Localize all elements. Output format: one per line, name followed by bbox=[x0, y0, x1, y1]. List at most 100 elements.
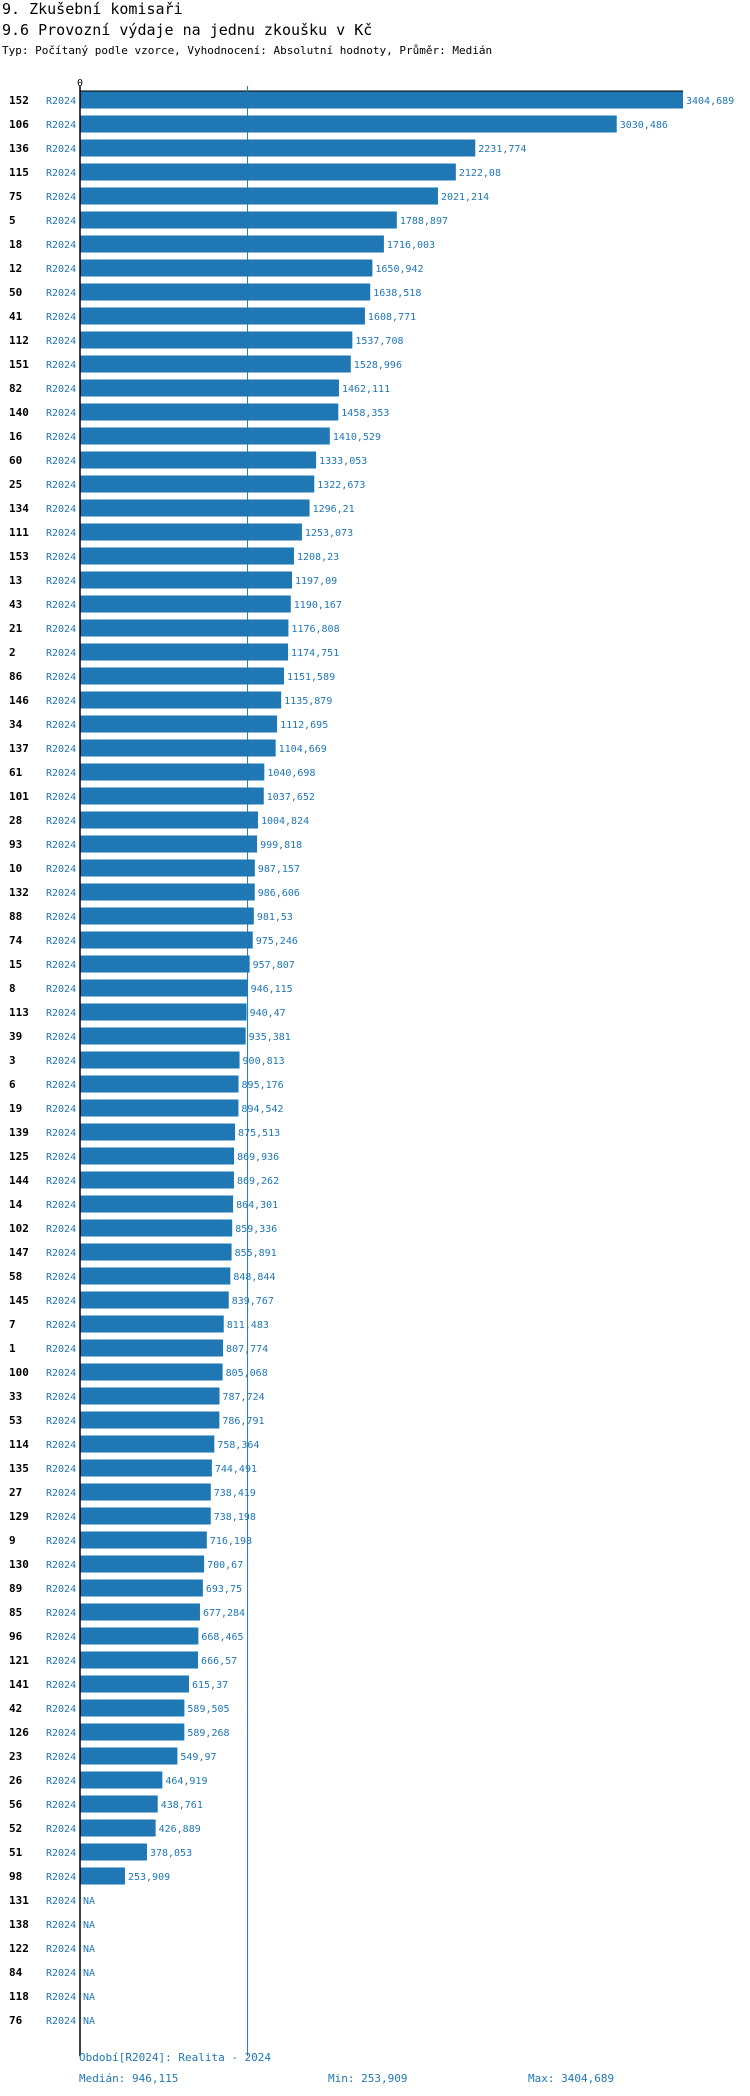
row-id-label: 112 bbox=[9, 334, 29, 347]
row-id-label: 139 bbox=[9, 1126, 29, 1139]
bar bbox=[80, 1315, 224, 1333]
row-period-label: R2024 bbox=[46, 744, 76, 755]
bar-value-label: 987,157 bbox=[258, 864, 300, 875]
row-id-label: 28 bbox=[9, 814, 22, 827]
footer-period: Období[R2024]: Realita - 2024 bbox=[79, 2051, 272, 2064]
bar-value-label: 693,75 bbox=[206, 1584, 242, 1595]
bar bbox=[80, 1267, 231, 1285]
row-period-label: R2024 bbox=[46, 1560, 76, 1571]
bar bbox=[80, 1387, 220, 1405]
bar-value-label: 2231,774 bbox=[478, 144, 526, 155]
bar bbox=[80, 1579, 203, 1597]
row-id-label: 132 bbox=[9, 886, 29, 899]
bar bbox=[80, 91, 683, 109]
bar bbox=[80, 619, 289, 637]
row-period-label: R2024 bbox=[46, 216, 76, 227]
row-period-label: R2024 bbox=[46, 1848, 76, 1859]
bar bbox=[80, 1099, 239, 1117]
bar-value-label: NA bbox=[83, 2016, 95, 2027]
bar bbox=[80, 1075, 239, 1093]
row-period-label: R2024 bbox=[46, 1416, 76, 1427]
bar-value-label: NA bbox=[83, 1920, 95, 1931]
row-period-label: R2024 bbox=[46, 288, 76, 299]
row-id-label: 138 bbox=[9, 1918, 29, 1931]
bar bbox=[80, 139, 476, 157]
bar-value-label: 787,724 bbox=[223, 1392, 265, 1403]
bar-value-label: 3404,689 bbox=[686, 96, 734, 107]
bar-value-label: 1788,897 bbox=[400, 216, 448, 227]
bar-value-label: 1716,003 bbox=[387, 240, 435, 251]
row-id-label: 122 bbox=[9, 1942, 29, 1955]
row-id-label: 89 bbox=[9, 1582, 22, 1595]
bar-value-label: 700,67 bbox=[207, 1560, 243, 1571]
row-period-label: R2024 bbox=[46, 1632, 76, 1643]
row-id-label: 118 bbox=[9, 1990, 29, 2003]
bar-value-label: 1208,23 bbox=[297, 552, 339, 563]
row-id-label: 85 bbox=[9, 1606, 22, 1619]
bar-value-label: 1458,353 bbox=[341, 408, 389, 419]
bar bbox=[80, 1435, 215, 1453]
bar-value-label: 946,115 bbox=[251, 984, 293, 995]
bar-value-label: 864,301 bbox=[236, 1200, 278, 1211]
bar bbox=[80, 187, 438, 205]
row-id-label: 146 bbox=[9, 694, 29, 707]
bar-value-label: 805,068 bbox=[226, 1368, 268, 1379]
bar bbox=[80, 451, 317, 469]
row-period-label: R2024 bbox=[46, 96, 76, 107]
bar bbox=[80, 811, 258, 829]
row-period-label: R2024 bbox=[46, 888, 76, 899]
bar-value-label: 1135,879 bbox=[284, 696, 332, 707]
bar-value-label: 1638,518 bbox=[373, 288, 421, 299]
row-period-label: R2024 bbox=[46, 1128, 76, 1139]
bar-value-label: 668,465 bbox=[201, 1632, 243, 1643]
row-id-label: 21 bbox=[9, 622, 23, 635]
bar-value-label: 786,791 bbox=[222, 1416, 264, 1427]
bar-value-label: 986,606 bbox=[258, 888, 300, 899]
bar bbox=[80, 1171, 234, 1189]
row-period-label: R2024 bbox=[46, 1944, 76, 1955]
row-id-label: 3 bbox=[9, 1054, 16, 1067]
row-id-label: 14 bbox=[9, 1198, 23, 1211]
row-id-label: 151 bbox=[9, 358, 29, 371]
row-id-label: 39 bbox=[9, 1030, 22, 1043]
row-id-label: 141 bbox=[9, 1678, 29, 1691]
bar bbox=[80, 859, 255, 877]
row-period-label: R2024 bbox=[46, 1512, 76, 1523]
row-period-label: R2024 bbox=[46, 264, 76, 275]
row-id-label: 12 bbox=[9, 262, 22, 275]
row-id-label: 136 bbox=[9, 142, 29, 155]
row-id-label: 8 bbox=[9, 982, 16, 995]
bar-value-label: 3030,486 bbox=[620, 120, 668, 131]
row-id-label: 2 bbox=[9, 646, 16, 659]
row-id-label: 88 bbox=[9, 910, 22, 923]
bar bbox=[80, 1555, 205, 1573]
row-id-label: 129 bbox=[9, 1510, 29, 1523]
row-id-label: 18 bbox=[9, 238, 22, 251]
row-period-label: R2024 bbox=[46, 1800, 76, 1811]
row-period-label: R2024 bbox=[46, 936, 76, 947]
row-period-label: R2024 bbox=[46, 1464, 76, 1475]
row-id-label: 140 bbox=[9, 406, 29, 419]
row-period-label: R2024 bbox=[46, 576, 76, 587]
row-period-label: R2024 bbox=[46, 1152, 76, 1163]
bar-value-label: 848,844 bbox=[233, 1272, 275, 1283]
bar-value-label: 900,813 bbox=[243, 1056, 285, 1067]
bar bbox=[80, 1291, 229, 1309]
row-period-label: R2024 bbox=[46, 840, 76, 851]
bar bbox=[80, 547, 294, 565]
bar-value-label: 464,919 bbox=[165, 1776, 207, 1787]
row-id-label: 43 bbox=[9, 598, 22, 611]
bar-value-label: 1197,09 bbox=[295, 576, 337, 587]
bar bbox=[80, 1051, 240, 1069]
bar bbox=[80, 667, 284, 685]
row-id-label: 76 bbox=[9, 2014, 23, 2027]
row-period-label: R2024 bbox=[46, 1584, 76, 1595]
bar bbox=[80, 1003, 247, 1021]
bar-value-label: 438,761 bbox=[161, 1800, 203, 1811]
bar bbox=[80, 1411, 220, 1429]
bar bbox=[80, 1795, 158, 1813]
row-period-label: R2024 bbox=[46, 1680, 76, 1691]
bar bbox=[80, 907, 254, 925]
row-period-label: R2024 bbox=[46, 1992, 76, 2003]
row-id-label: 56 bbox=[9, 1798, 23, 1811]
